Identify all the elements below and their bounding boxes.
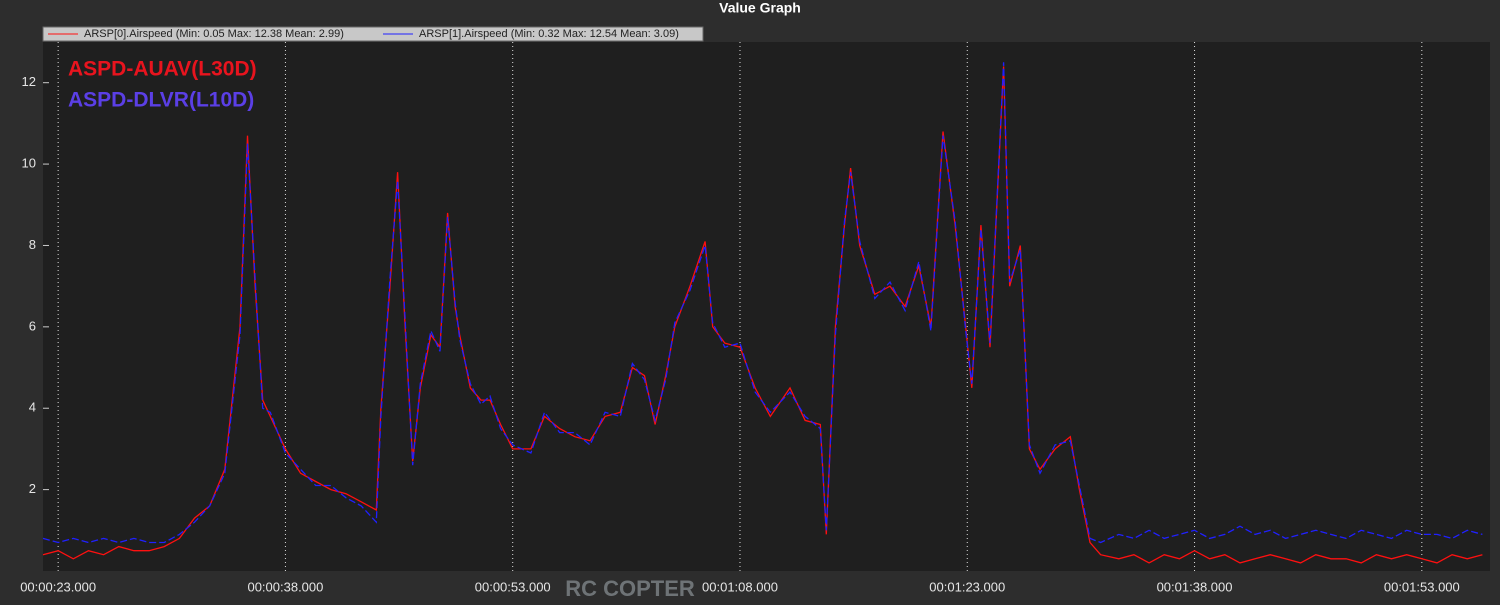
y-tick-label: 10 <box>22 156 36 171</box>
y-tick-label: 12 <box>22 74 36 89</box>
annotation: ASPD-AUAV(L30D) <box>68 58 257 81</box>
chart-title: Value Graph <box>719 0 801 16</box>
legend <box>42 26 704 42</box>
plot-area <box>43 42 1490 571</box>
y-tick-label: 8 <box>29 237 36 252</box>
x-tick-label: 00:00:53.000 <box>475 579 551 594</box>
watermark: RC COPTER <box>565 576 695 600</box>
annotation: ASPD-DLVR(L10D) <box>68 89 254 112</box>
x-tick-label: 00:01:23.000 <box>929 579 1005 594</box>
x-tick-label: 00:01:53.000 <box>1384 579 1460 594</box>
y-tick-label: 2 <box>29 481 36 496</box>
x-tick-label: 00:00:23.000 <box>20 579 96 594</box>
legend-label: ARSP[1].Airspeed (Min: 0.32 Max: 12.54 M… <box>419 28 679 40</box>
y-tick-label: 4 <box>29 400 36 415</box>
x-tick-label: 00:01:38.000 <box>1157 579 1233 594</box>
y-tick-label: 6 <box>29 318 36 333</box>
x-tick-label: 00:01:08.000 <box>702 579 778 594</box>
series-line <box>42 62 1483 544</box>
legend-label: ARSP[0].Airspeed (Min: 0.05 Max: 12.38 M… <box>84 28 344 40</box>
x-tick-label: 00:00:38.000 <box>247 579 323 594</box>
